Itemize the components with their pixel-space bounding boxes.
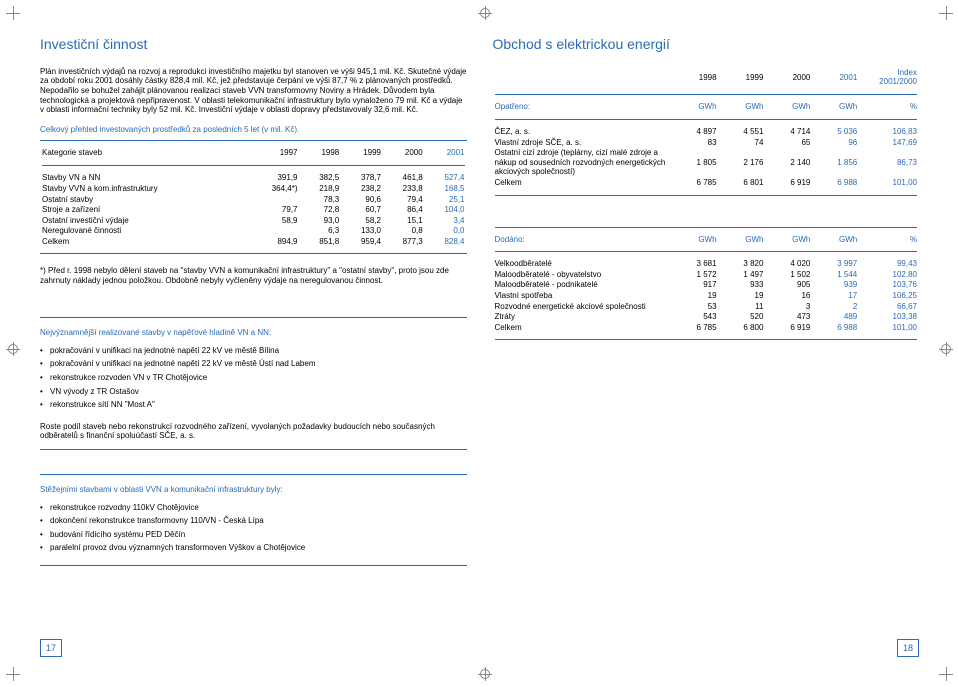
table-row: Vlastní zdroje SČE, a. s.83746596147,69 bbox=[493, 137, 920, 148]
divider bbox=[40, 474, 467, 475]
crop-mark bbox=[6, 667, 20, 681]
table1-caption: Celkový přehled investovaných prostředků… bbox=[40, 125, 467, 135]
table-row: Ostatní cizí zdroje (teplárny, cizí malé… bbox=[493, 148, 920, 178]
table1-footnote: *) Před r. 1998 nebylo dělení staveb na … bbox=[40, 266, 467, 285]
crop-mark bbox=[6, 6, 20, 20]
list-item: budování řídicího systému PED Děčín bbox=[40, 528, 467, 542]
table-row: Celkem894,9851,8959,4877,3828,4 bbox=[40, 237, 467, 248]
table-dodano: Dodáno:GWhGWhGWhGWh%Velkoodběratelé3 681… bbox=[493, 220, 920, 347]
table-row: ČEZ, a. s.4 8974 5514 7145 036106,83 bbox=[493, 127, 920, 138]
registration-mark bbox=[480, 8, 490, 18]
table-row: Velkoodběratelé3 6813 8204 0203 99799,43 bbox=[493, 259, 920, 270]
table-investments: Kategorie staveb19971998199920002001Stav… bbox=[40, 147, 467, 247]
table-row: Celkem6 7856 8016 9196 988101,00 bbox=[493, 178, 920, 189]
page: Investiční činnost Plán investičních výd… bbox=[0, 0, 959, 687]
vvn-heading: Stěžejními stavbami v oblasti VVN a komu… bbox=[40, 485, 467, 495]
table-row: Stroje a zařízení79,772,860,786,4104,0 bbox=[40, 205, 467, 216]
table-row: Ostatní investiční výdaje58,993,058,215,… bbox=[40, 215, 467, 226]
table-row: Stavby VN a NN391,9382,5378,7461,8527,4 bbox=[40, 173, 467, 184]
table-row: Celkem6 7856 8006 9196 988101,00 bbox=[493, 322, 920, 333]
page-number-left: 17 bbox=[40, 639, 62, 657]
list-item: rekonstrukce rozvoden VN v TR Chotějovic… bbox=[40, 371, 467, 385]
list-item: pokračování v unifikaci na jednotné napě… bbox=[40, 344, 467, 358]
crop-mark bbox=[939, 667, 953, 681]
intro-paragraph: Plán investičních výdajů na rozvoj a rep… bbox=[40, 67, 467, 115]
registration-mark bbox=[8, 344, 18, 354]
registration-mark bbox=[480, 669, 490, 679]
table-row: Ztráty543520473489103,38 bbox=[493, 312, 920, 323]
divider bbox=[40, 317, 467, 318]
list-item: VN vývody z TR Ostašov bbox=[40, 385, 467, 399]
list-item: dokončení rekonstrukce transformovny 110… bbox=[40, 514, 467, 528]
vnnn-list: pokračování v unifikaci na jednotné napě… bbox=[40, 344, 467, 412]
list-item: rekonstrukce rozvodny 110kV Chotějovice bbox=[40, 501, 467, 515]
right-column: Obchod s elektrickou energií 19981999200… bbox=[493, 36, 920, 627]
divider bbox=[40, 253, 467, 254]
table-row: Vlastní spotřeba19191617106,25 bbox=[493, 291, 920, 302]
list-item: paralelní provoz dvou významných transfo… bbox=[40, 541, 467, 555]
table-opatreno: 1998199920002001Index2001/2000Opatřeno:G… bbox=[493, 67, 920, 202]
page-number-right: 18 bbox=[897, 639, 919, 657]
divider bbox=[40, 449, 467, 450]
divider bbox=[40, 565, 467, 566]
list-item: pokračování v unifikaci na jednotné napě… bbox=[40, 357, 467, 371]
table-row: Stavby VVN a kom.infrastruktury364,4*)21… bbox=[40, 184, 467, 195]
table-row: Maloodběratelé - podnikatelé917933905939… bbox=[493, 280, 920, 291]
content-columns: Investiční činnost Plán investičních výd… bbox=[40, 36, 919, 627]
table-row: Ostatní stavby78,390,679,425,1 bbox=[40, 194, 467, 205]
left-title: Investiční činnost bbox=[40, 36, 467, 53]
divider bbox=[40, 140, 467, 141]
right-title: Obchod s elektrickou energií bbox=[493, 36, 920, 53]
list-item: rekonstrukce sítí NN "Most A" bbox=[40, 398, 467, 412]
vnnn-heading: Nejvýznamnější realizované stavby v napě… bbox=[40, 328, 467, 338]
table-row: Maloodběratelé - obyvatelstvo1 5721 4971… bbox=[493, 269, 920, 280]
vvn-list: rekonstrukce rozvodny 110kV Chotějoviced… bbox=[40, 501, 467, 555]
crop-mark bbox=[939, 6, 953, 20]
vnnn-paragraph: Roste podíl staveb nebo rekonstrukcí roz… bbox=[40, 422, 467, 441]
table-row: Neregulované činnosti6,3133,00,80,0 bbox=[40, 226, 467, 237]
registration-mark bbox=[941, 344, 951, 354]
left-column: Investiční činnost Plán investičních výd… bbox=[40, 36, 467, 627]
table-row: Rozvodné energetické akciové společnosti… bbox=[493, 301, 920, 312]
